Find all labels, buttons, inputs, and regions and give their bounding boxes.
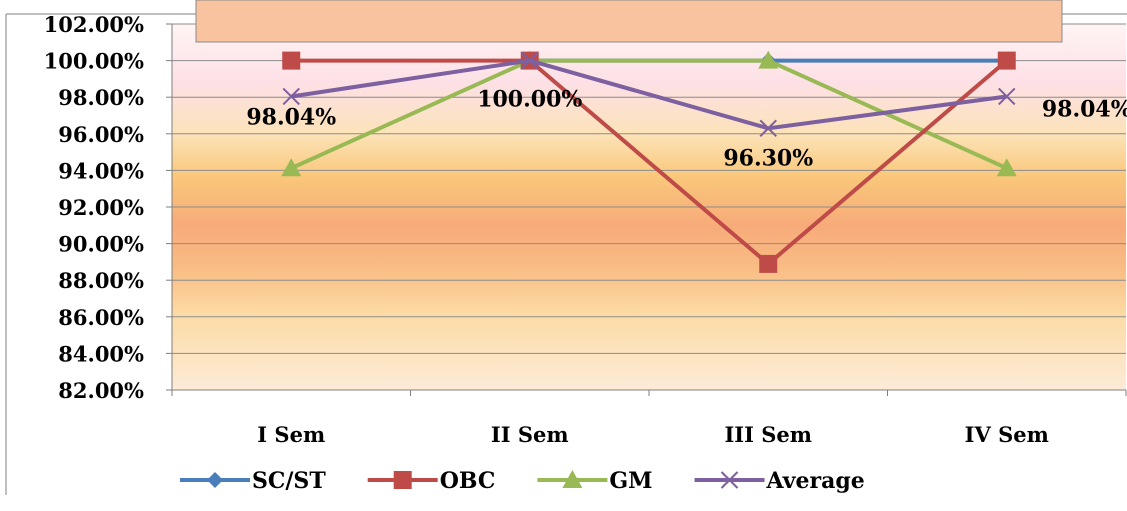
y-tick-label: 94.00% [58,158,144,183]
title-box [195,0,1063,43]
legend-item-average: Average [694,468,865,494]
point-obc [282,51,301,70]
legend-marker-sc-st [207,472,223,488]
point-gm [281,158,302,177]
data-label: 98.04% [1042,96,1127,122]
x-tick-label: I Sem [257,422,325,447]
y-tick-labels: 82.00% 84.00% 86.00% 88.00% 90.00% 92.00% 94.0… [44,12,144,403]
y-tick-label: 98.00% [58,85,144,110]
x-tick-label: II Sem [491,422,569,447]
point-obc [759,254,778,273]
legend-label: Average [766,468,865,494]
legend: SC/ST OBC GM Average [180,468,865,494]
series-obc [282,51,1016,273]
series [281,50,1017,273]
point-average [521,51,539,70]
legend-label: OBC [440,468,496,494]
series-average [282,51,1016,138]
point-average [998,87,1016,106]
x-tick-labels: I Sem II Sem III Sem IV Sem [257,422,1049,447]
y-tick-label: 86.00% [58,305,144,330]
point-gm [996,158,1017,177]
point-average [282,87,300,106]
y-tick-label: 100.00% [44,49,144,74]
y-tick-label: 88.00% [58,268,144,293]
data-label: 96.30% [723,145,813,171]
series-line-average [290,58,1008,131]
point-obc [997,51,1016,70]
legend-marker-obc [393,471,412,489]
data-labels: 98.04% 100.00% 96.30% 98.04% [246,87,1127,172]
y-tick-label: 96.00% [58,122,144,147]
x-tick-label: IV Sem [965,422,1049,447]
y-tick-label: 90.00% [58,232,144,257]
legend-label: SC/ST [252,468,326,494]
point-gm [758,50,779,69]
data-label: 98.04% [246,104,336,130]
legend-item-gm: GM [537,468,653,494]
point-average [759,119,777,138]
y-tick-label: 82.00% [58,378,144,403]
axes [166,23,1127,396]
y-tick-label: 92.00% [58,195,144,220]
legend-marker-gm [562,470,583,488]
legend-marker-average [720,471,739,489]
series-line-obc [291,58,1009,266]
y-tick-label: 102.00% [44,12,144,37]
legend-item-obc: OBC [367,468,496,494]
legend-item-sc-st: SC/ST [180,468,326,494]
legend-label: GM [609,468,652,494]
x-tick-label: III Sem [724,422,812,447]
y-tick-label: 84.00% [58,341,144,366]
data-label: 100.00% [477,87,582,113]
